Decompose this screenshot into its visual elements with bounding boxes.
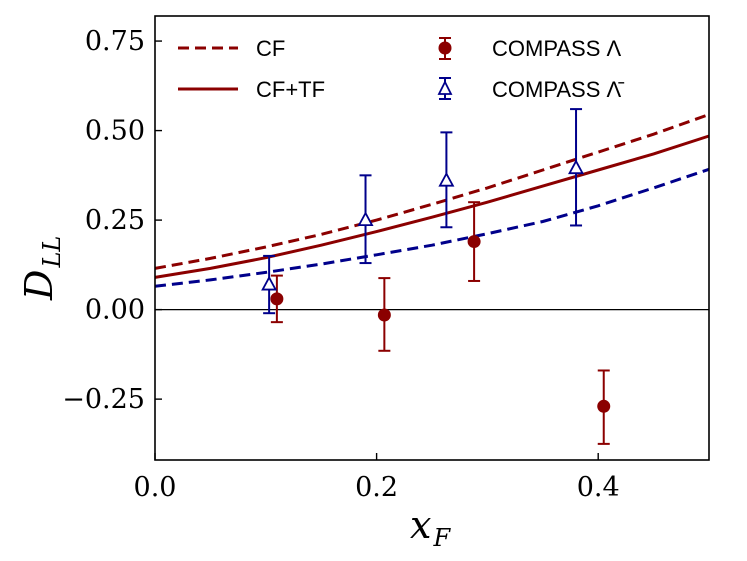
legend: CF CF+TF COMPASS Λ COMPASS Λ̄: [178, 36, 624, 102]
legend-swatch-lambda-marker: [438, 41, 452, 55]
legend-label-lambda: COMPASS Λ: [492, 36, 622, 61]
data-point-4-2: [438, 131, 455, 229]
y-tick-label: 0.00: [85, 295, 145, 326]
point-marker-triangle: [357, 211, 374, 226]
point-marker-triangle: [438, 171, 455, 187]
x-axis-label: xF: [410, 503, 451, 552]
x-axis-label-sub: F: [432, 524, 451, 552]
point-marker-circle: [597, 399, 611, 413]
y-axis-label: DLL: [17, 236, 66, 301]
point-marker-circle: [467, 235, 481, 249]
legend-swatch-antilambda: [437, 77, 453, 100]
x-tick-label: 0.0: [134, 472, 177, 503]
series-line-2: [154, 167, 710, 288]
data-point-3-1: [377, 277, 391, 352]
plot-layer: [154, 108, 710, 445]
point-marker-circle: [377, 308, 391, 322]
data-point-3-2: [467, 201, 481, 282]
point-marker-circle: [270, 292, 284, 306]
point-marker-triangle: [261, 275, 278, 291]
x-tick-label: 0.4: [577, 472, 620, 503]
series-line-1: [154, 134, 710, 279]
y-tick-label: 0.50: [85, 116, 145, 147]
y-axis-label-main: D: [17, 270, 61, 301]
x-axis-label-main: x: [410, 503, 431, 547]
legend-label-antilambda: COMPASS Λ̄: [492, 77, 624, 102]
legend-label-cftf: CF+TF: [256, 77, 325, 102]
plot-frame: [154, 15, 710, 461]
x-tick-label: 0.2: [355, 472, 398, 503]
series-line-0: [154, 113, 710, 270]
data-point-4-0: [261, 254, 278, 315]
legend-swatch-lambda: [438, 37, 452, 60]
point-marker-triangle: [568, 159, 585, 175]
legend-label-cf: CF: [256, 36, 285, 61]
ticks-layer: 0.0 0.2 0.4 −0.25 0.00 0.25 0.50 0.75: [62, 26, 619, 503]
data-point-4-1: [357, 174, 374, 265]
legend-swatch-antilambda-marker: [437, 79, 453, 95]
y-tick-label: −0.25: [62, 384, 145, 415]
y-tick-label: 0.25: [85, 205, 145, 236]
y-tick-label: 0.75: [85, 26, 145, 57]
data-point-4-3: [568, 108, 585, 227]
data-point-3-0: [270, 274, 284, 324]
y-axis-label-sub: LL: [38, 236, 66, 269]
data-point-3-3: [597, 369, 611, 445]
